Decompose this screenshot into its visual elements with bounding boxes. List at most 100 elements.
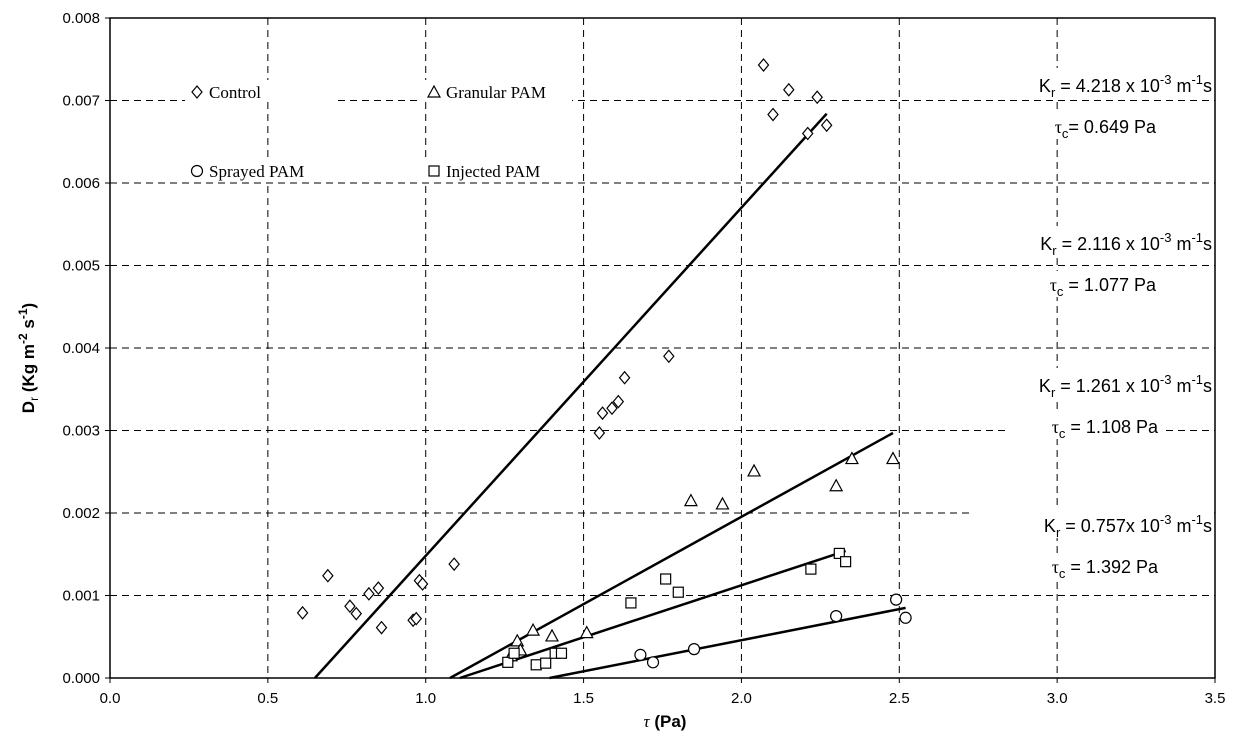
point-sprayed-pam bbox=[687, 643, 701, 656]
legend-label: Granular PAM bbox=[446, 83, 546, 102]
point-control bbox=[363, 586, 375, 601]
x-tick-label: 3.0 bbox=[1047, 690, 1068, 707]
legend-label: Injected PAM bbox=[446, 162, 540, 181]
data-points bbox=[296, 58, 912, 671]
point-control bbox=[820, 118, 833, 133]
point-control bbox=[372, 581, 385, 596]
point-injected-pam bbox=[530, 659, 542, 671]
annotation-2: Kr = 2.116 x 10-3 m-1s τc = 1.077 Pa bbox=[972, 226, 1214, 299]
point-control bbox=[811, 90, 823, 105]
annotation-background bbox=[1008, 271, 1160, 297]
annotation-background bbox=[1008, 113, 1160, 139]
y-tick-label: 0.005 bbox=[62, 258, 100, 275]
x-tick-label: 2.0 bbox=[731, 690, 752, 707]
point-injected-pam bbox=[840, 556, 852, 568]
tau-c-equation: τc = 1.392 Pa bbox=[1052, 557, 1159, 581]
fit-line-injected-pam bbox=[459, 549, 847, 680]
y-tick-label: 0.007 bbox=[62, 93, 100, 110]
equation-annotations: Kr = 4.218 x 10-3 m-1s τc= 0.649 Pa Kr = 2… bbox=[972, 68, 1214, 581]
point-injected-pam bbox=[833, 547, 845, 560]
y-tick-labels: 0.000 0.001 0.002 0.003 0.004 0.005 0.006 0.007… bbox=[62, 10, 110, 687]
point-granular-pam bbox=[683, 493, 698, 507]
point-control bbox=[375, 620, 388, 635]
x-tick-labels: 0.0 0.5 1.0 1.5 2.0 2.5 3.0 3.5 bbox=[100, 678, 1226, 707]
point-control bbox=[416, 577, 429, 591]
annotation-background bbox=[1010, 553, 1162, 579]
point-control bbox=[757, 58, 770, 72]
legend-marker bbox=[426, 84, 442, 98]
legend-marker bbox=[190, 164, 204, 178]
tau-c-equation: τc = 1.077 Pa bbox=[1050, 275, 1157, 299]
kr-equation: Kr = 0.757x 10-3 m-1s bbox=[1044, 512, 1212, 540]
legend-item-background bbox=[422, 80, 572, 102]
x-axis-title: τ (Pa) bbox=[644, 712, 687, 731]
point-injected-pam bbox=[625, 597, 637, 609]
y-axis-title: Dr (Kg m-2 s-1) bbox=[16, 303, 41, 413]
y-tick-label: 0.001 bbox=[62, 588, 100, 605]
x-tick-label: 2.5 bbox=[889, 690, 910, 707]
point-injected-pam bbox=[502, 656, 514, 668]
annotation-background bbox=[1010, 413, 1162, 439]
y-tick-label: 0.002 bbox=[62, 505, 100, 522]
point-sprayed-pam bbox=[646, 656, 660, 669]
fit-line-granular-pam bbox=[449, 431, 894, 680]
point-control bbox=[350, 606, 363, 621]
tau-c-equation: τc = 1.108 Pa bbox=[1052, 417, 1159, 441]
y-tick-label: 0.004 bbox=[62, 340, 100, 357]
x-tick-label: 0.0 bbox=[100, 690, 121, 707]
annotation-background bbox=[972, 368, 1214, 398]
legend-item-injected-pam: Injected PAM bbox=[422, 159, 572, 181]
point-injected-pam bbox=[805, 563, 817, 575]
point-sprayed-pam bbox=[899, 611, 912, 624]
point-control bbox=[448, 557, 460, 572]
point-sprayed-pam bbox=[830, 610, 843, 623]
fit-line-sprayed-pam bbox=[549, 606, 906, 680]
kr-equation: Kr = 1.261 x 10-3 m-1s bbox=[1039, 372, 1212, 400]
point-granular-pam bbox=[526, 622, 541, 636]
kr-equation: Kr = 2.116 x 10-3 m-1s bbox=[1040, 230, 1212, 258]
tau-c-equation: τc= 0.649 Pa bbox=[1055, 117, 1157, 141]
point-control bbox=[596, 406, 609, 421]
point-injected-pam bbox=[672, 586, 684, 598]
annotation-3: Kr = 1.261 x 10-3 m-1s τc = 1.108 Pa bbox=[972, 368, 1214, 441]
fit-line-control bbox=[313, 112, 828, 679]
legend-item-granular-pam: Granular PAM bbox=[422, 80, 572, 102]
x-tick-label: 3.5 bbox=[1205, 690, 1226, 707]
legend-marker bbox=[428, 165, 440, 177]
x-tick-label: 1.5 bbox=[573, 690, 594, 707]
point-injected-pam bbox=[508, 647, 520, 659]
legend-item-control: Control bbox=[185, 80, 335, 102]
point-granular-pam bbox=[829, 478, 844, 492]
annotation-background bbox=[972, 68, 1214, 98]
point-control bbox=[322, 568, 334, 583]
point-control bbox=[618, 370, 631, 385]
x-tick-label: 0.5 bbox=[257, 690, 278, 707]
y-tick-label: 0.006 bbox=[62, 175, 100, 192]
legend: Control Granular PAM Sprayed PAM Injected P… bbox=[185, 80, 572, 181]
point-sprayed-pam bbox=[890, 593, 903, 606]
point-control bbox=[612, 394, 625, 409]
point-control bbox=[296, 605, 309, 620]
legend-item-background bbox=[422, 159, 572, 181]
annotation-1: Kr = 4.218 x 10-3 m-1s τc= 0.649 Pa bbox=[972, 68, 1214, 141]
point-granular-pam bbox=[844, 451, 859, 465]
legend-item-sprayed-pam: Sprayed PAM bbox=[185, 159, 335, 181]
point-injected-pam bbox=[555, 647, 568, 659]
y-tick-label: 0.000 bbox=[62, 670, 100, 687]
point-control bbox=[783, 82, 795, 97]
legend-label: Control bbox=[209, 83, 261, 102]
legend-item-background bbox=[185, 80, 335, 102]
point-control bbox=[767, 107, 779, 122]
annotation-background bbox=[972, 226, 1214, 256]
point-control bbox=[663, 349, 675, 364]
point-control bbox=[606, 401, 618, 416]
x-tick-label: 1.0 bbox=[415, 690, 436, 707]
point-granular-pam bbox=[715, 496, 730, 510]
legend-item-background bbox=[185, 159, 335, 181]
point-granular-pam bbox=[885, 451, 900, 465]
point-control bbox=[410, 611, 423, 626]
point-granular-pam bbox=[579, 625, 594, 639]
point-granular-pam bbox=[510, 633, 525, 647]
gridlines bbox=[110, 18, 1215, 678]
kr-equation: Kr = 4.218 x 10-3 m-1s bbox=[1039, 72, 1212, 100]
